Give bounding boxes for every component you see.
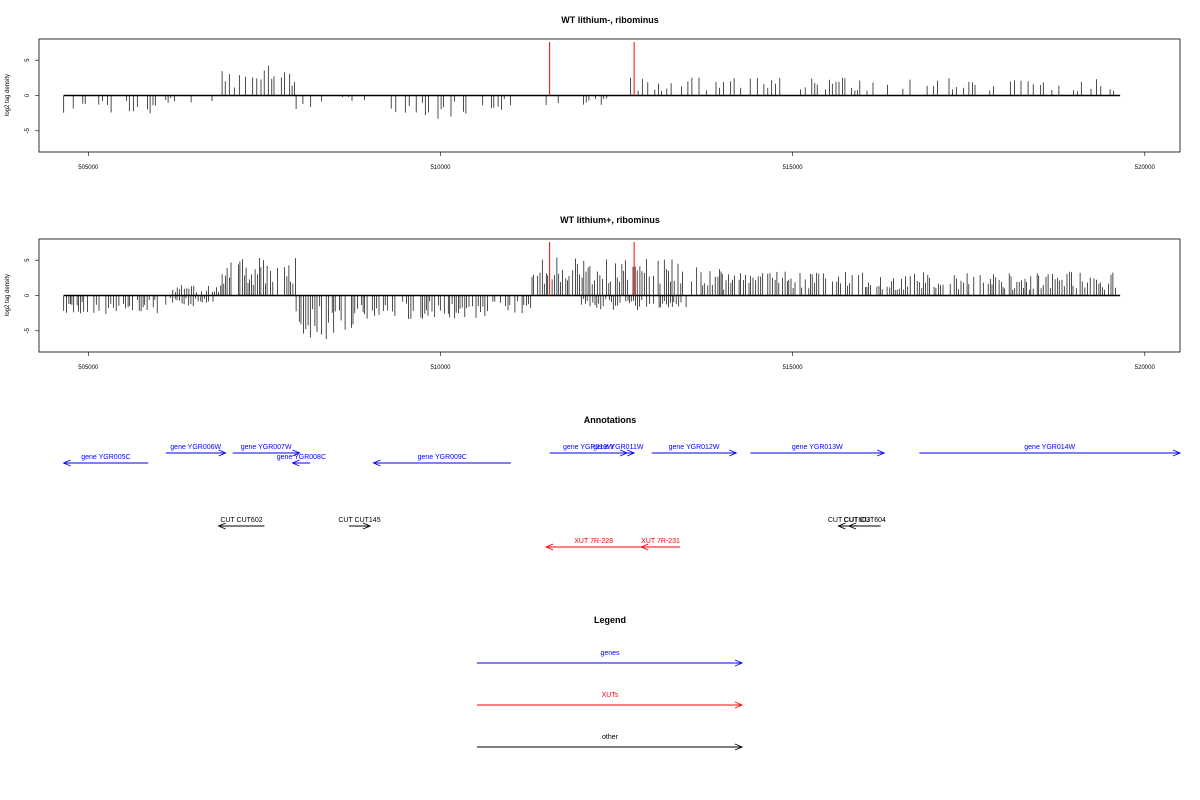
feature-label: gene YGR010W xyxy=(563,444,614,451)
x-tick-label: 510000 xyxy=(430,365,451,371)
feature-arrows: gene YGR005C gene YGR006W gene YGR007W gene… xyxy=(62,444,1182,551)
feature-arrow: XUT 7R-228 xyxy=(544,538,642,551)
feature-label: CUT CUT604 xyxy=(844,517,886,524)
red-markers xyxy=(549,242,635,296)
feature-arrow: gene YGR014W xyxy=(919,444,1182,457)
feature-arrowhead xyxy=(291,459,300,467)
x-axis: 505000 510000 515000 520000 xyxy=(78,152,1155,171)
y-axis: -5 0 5 xyxy=(25,258,39,333)
feature-label: CUT CUT602 xyxy=(220,517,262,524)
feature-arrowhead xyxy=(1172,449,1182,457)
panel-title: WT lithium+, ribominus xyxy=(560,215,660,225)
feature-arrow: CUT CUT145 xyxy=(338,517,381,530)
x-tick-label: 520000 xyxy=(1135,365,1156,371)
y-tick-label: 5 xyxy=(25,258,31,262)
feature-arrowhead xyxy=(626,449,636,457)
x-axis: 505000 510000 515000 520000 xyxy=(78,352,1155,371)
legend-item: XUTs xyxy=(477,692,744,709)
legend-label: genes xyxy=(600,650,620,657)
feature-arrowhead xyxy=(218,449,227,457)
legend-items: genes XUTs other xyxy=(477,650,744,751)
legend-item: other xyxy=(477,734,744,751)
feature-label: gene YGR011W xyxy=(593,444,644,451)
y-tick-label: 0 xyxy=(25,293,31,297)
y-tick-label: -5 xyxy=(25,327,31,333)
x-tick-label: 505000 xyxy=(78,365,99,371)
feature-arrow: gene YGR009C xyxy=(372,454,511,467)
feature-label: XUT 7R-228 xyxy=(574,538,613,545)
feature-arrow: gene YGR011W xyxy=(593,444,644,457)
legend: Legend genes XUTs other xyxy=(477,615,744,751)
feature-label: gene YGR014W xyxy=(1024,444,1075,451)
feature-label: gene YGR013W xyxy=(792,444,843,451)
feature-label: gene YGR012W xyxy=(669,444,720,451)
x-tick-label: 505000 xyxy=(78,165,99,171)
feature-label: gene YGR007W xyxy=(241,444,292,451)
annotations-title: Annotations xyxy=(584,415,637,425)
y-tick-label: 5 xyxy=(25,58,31,62)
coverage-panel-lithium-minus: WT lithium-, ribominus log2 tag density … xyxy=(5,15,1181,171)
legend-arrowhead xyxy=(734,743,744,751)
feature-arrow: gene YGR012W xyxy=(651,444,738,457)
feature-arrowhead xyxy=(640,543,649,551)
legend-arrowhead xyxy=(734,701,744,709)
legend-item: genes xyxy=(477,650,744,667)
coverage-bars xyxy=(63,257,1121,339)
x-tick-label: 510000 xyxy=(430,165,451,171)
feature-arrow: CUT CUT602 xyxy=(217,517,265,530)
feature-arrowhead xyxy=(62,459,71,467)
feature-label: gene YGR006W xyxy=(170,444,221,451)
feature-arrow: gene YGR005C xyxy=(62,454,149,467)
feature-arrow: XUT 7R-231 xyxy=(640,538,680,551)
feature-label: gene YGR005C xyxy=(81,454,130,461)
feature-arrow: gene YGR007W xyxy=(232,444,301,457)
coverage-bars xyxy=(63,65,1121,119)
legend-title: Legend xyxy=(594,615,626,625)
legend-label: XUTs xyxy=(602,692,619,699)
y-axis-label: log2 tag density xyxy=(5,274,11,316)
legend-arrowhead xyxy=(734,659,744,667)
y-axis-label: log2 tag density xyxy=(5,74,11,116)
feature-label: gene YGR009C xyxy=(418,454,467,461)
feature-arrowhead xyxy=(847,522,857,530)
feature-arrowhead xyxy=(372,459,381,467)
feature-arrow: gene YGR013W xyxy=(750,444,886,457)
feature-arrowhead xyxy=(877,449,886,457)
feature-arrowhead xyxy=(837,522,846,530)
feature-arrow: gene YGR008C xyxy=(277,454,326,467)
feature-label: CUT CUT603 xyxy=(828,517,870,524)
x-tick-label: 520000 xyxy=(1135,165,1156,171)
panel-title: WT lithium-, ribominus xyxy=(561,15,659,25)
x-tick-label: 515000 xyxy=(783,365,804,371)
feature-arrowhead xyxy=(544,543,554,551)
feature-label: gene YGR008C xyxy=(277,454,326,461)
feature-label: CUT CUT145 xyxy=(338,517,380,524)
feature-arrowhead xyxy=(217,522,226,530)
x-tick-label: 515000 xyxy=(783,165,804,171)
feature-label: XUT 7R-231 xyxy=(641,538,680,545)
coverage-panel-lithium-plus: WT lithium+, ribominus log2 tag density … xyxy=(5,215,1181,371)
feature-arrow: CUT CUT604 xyxy=(844,517,886,530)
feature-arrowhead xyxy=(362,522,372,530)
red-markers xyxy=(549,42,635,96)
y-tick-label: 0 xyxy=(25,93,31,97)
feature-arrow: gene YGR006W xyxy=(165,444,227,457)
legend-label: other xyxy=(602,734,619,741)
y-tick-label: -5 xyxy=(25,127,31,133)
feature-arrowhead xyxy=(729,449,738,457)
y-axis: -5 0 5 xyxy=(25,58,39,133)
feature-arrowhead xyxy=(292,449,301,457)
